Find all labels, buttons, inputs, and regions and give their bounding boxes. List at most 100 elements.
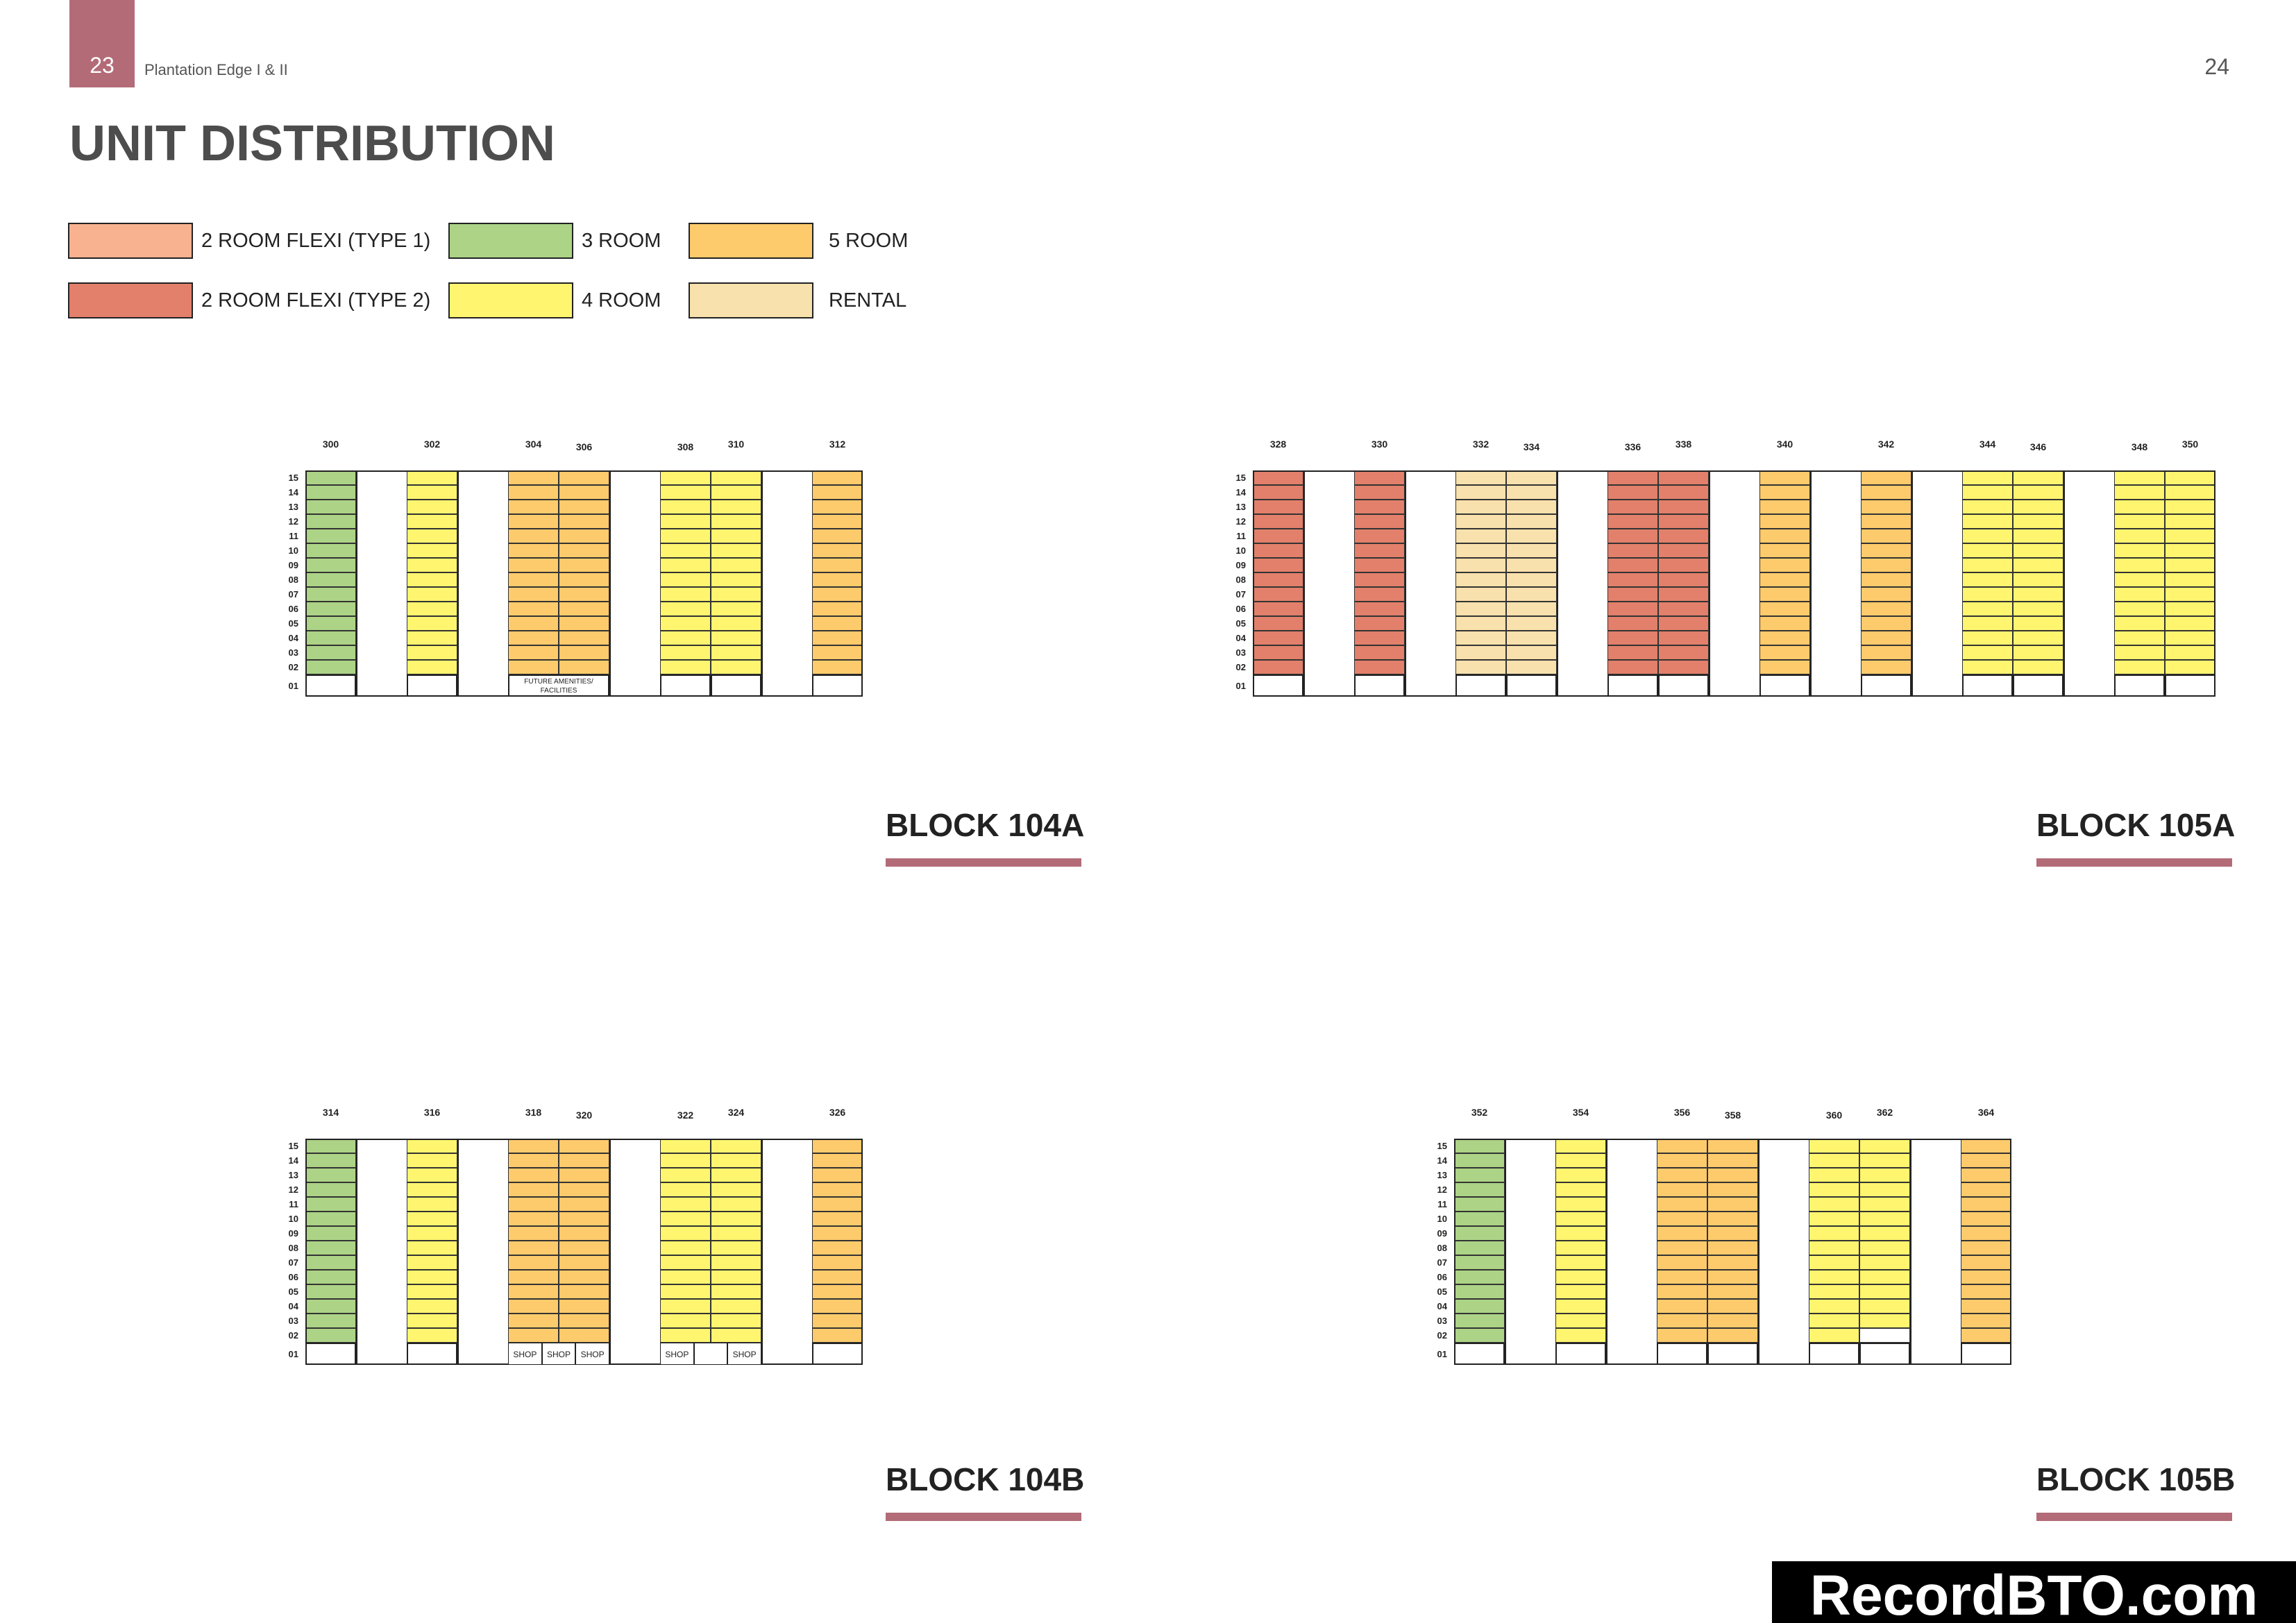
unit-cell xyxy=(1759,558,1810,572)
unit-cell xyxy=(2013,660,2063,674)
unit-number: 354 xyxy=(1572,1107,1589,1118)
legend-2-room-flexi-type-2: 2 ROOM FLEXI (TYPE 2) xyxy=(68,282,430,319)
unit-cell xyxy=(1455,660,1506,674)
unit-cell xyxy=(1607,587,1658,602)
unit-number: 328 xyxy=(1269,439,1287,450)
block-104b-title: BLOCK 104B xyxy=(886,1461,1085,1497)
unit-cell xyxy=(1555,1182,1606,1197)
unit-cell xyxy=(559,587,609,602)
floor-label: 01 xyxy=(1235,681,1246,691)
legend-3-room: 3 ROOM xyxy=(448,222,661,260)
unit-cell xyxy=(660,1270,711,1284)
unit-cell xyxy=(1607,529,1658,543)
unit-cell xyxy=(1707,1226,1758,1241)
unit-cell xyxy=(1555,1284,1606,1299)
unit-cell xyxy=(1354,587,1405,602)
unit-cell xyxy=(1809,1241,1859,1255)
unit-cell xyxy=(508,1226,559,1241)
unit-cell xyxy=(1962,500,2013,514)
shop-unit: SHOP xyxy=(508,1343,542,1365)
unit-cell xyxy=(2114,572,2165,587)
floor-label: 01 xyxy=(1437,1349,1447,1359)
unit-cell xyxy=(1861,616,1911,631)
unit-cell xyxy=(1555,1255,1606,1270)
unit-cell xyxy=(2114,645,2165,660)
unit-cell xyxy=(1861,543,1911,558)
unit-cell xyxy=(1607,543,1658,558)
unit-cell xyxy=(1707,1299,1758,1314)
unit-cell xyxy=(559,1197,609,1212)
unit-cell xyxy=(407,1168,457,1182)
unit-cell xyxy=(407,602,457,616)
unit-cell xyxy=(711,602,761,616)
void-divider xyxy=(1505,1139,1506,1365)
unit-cell xyxy=(407,485,457,500)
unit-cell xyxy=(1962,485,2013,500)
unit-cell xyxy=(711,1328,761,1343)
unit-cell xyxy=(1707,1284,1758,1299)
unit-cell xyxy=(2013,500,2063,514)
ground-floor-cell xyxy=(1658,674,1709,697)
unit-cell xyxy=(508,500,559,514)
unit-cell xyxy=(1657,1212,1707,1226)
unit-cell xyxy=(1759,514,1810,529)
floor-label: 01 xyxy=(288,681,298,691)
block-104a-underline xyxy=(886,858,1081,867)
unit-cell xyxy=(2013,587,2063,602)
unit-cell xyxy=(1861,485,1911,500)
unit-cell xyxy=(2013,631,2063,645)
unit-number: 316 xyxy=(423,1107,441,1118)
unit-cell xyxy=(559,529,609,543)
unit-cell xyxy=(2013,645,2063,660)
unit-cell xyxy=(559,1212,609,1226)
floor-label: 03 xyxy=(288,1316,298,1326)
unit-cell xyxy=(2114,587,2165,602)
unit-cell xyxy=(711,1212,761,1226)
unit-cell xyxy=(1455,485,1506,500)
unit-cell xyxy=(1607,500,1658,514)
unit-cell xyxy=(711,1255,761,1270)
unit-number: 340 xyxy=(1776,439,1793,450)
unit-cell xyxy=(711,543,761,558)
floor-label: 08 xyxy=(288,1243,298,1253)
legend-4-room: 4 ROOM xyxy=(448,282,661,319)
floor-label: 13 xyxy=(288,1170,298,1180)
unit-cell xyxy=(1809,1299,1859,1314)
unit-cell xyxy=(711,514,761,529)
unit-cell xyxy=(1506,529,1557,543)
unit-cell xyxy=(1455,572,1506,587)
unit-cell xyxy=(508,1284,559,1299)
unit-cell xyxy=(559,1255,609,1270)
unit-cell xyxy=(1859,1299,1910,1314)
unit-cell xyxy=(711,631,761,645)
unit-cell xyxy=(1657,1328,1707,1343)
unit-cell xyxy=(508,1153,559,1168)
unit-cell xyxy=(1607,514,1658,529)
unit-cell xyxy=(508,1270,559,1284)
unit-cell xyxy=(711,500,761,514)
floor-label: 02 xyxy=(288,662,298,672)
unit-number: 322 xyxy=(677,1110,694,1121)
unit-cell xyxy=(1759,485,1810,500)
unit-cell xyxy=(407,1328,457,1343)
unit-cell xyxy=(1859,1284,1910,1299)
unit-cell xyxy=(508,514,559,529)
unit-number: 360 xyxy=(1825,1110,1843,1121)
unit-cell xyxy=(559,1270,609,1284)
unit-cell xyxy=(1861,660,1911,674)
unit-cell xyxy=(559,602,609,616)
void-divider xyxy=(1709,470,1710,697)
unit-cell xyxy=(660,514,711,529)
ground-floor-cell xyxy=(407,1343,457,1365)
legend-label: 2 ROOM FLEXI (TYPE 2) xyxy=(201,289,431,312)
unit-cell xyxy=(407,1270,457,1284)
unit-cell xyxy=(1859,1328,1910,1343)
unit-cell xyxy=(1809,1182,1859,1197)
unit-cell xyxy=(1861,572,1911,587)
unit-cell xyxy=(407,1197,457,1212)
unit-cell xyxy=(1759,645,1810,660)
unit-cell xyxy=(1354,529,1405,543)
floor-label: 02 xyxy=(1235,662,1246,672)
unit-cell xyxy=(660,660,711,674)
unit-cell xyxy=(1657,1241,1707,1255)
